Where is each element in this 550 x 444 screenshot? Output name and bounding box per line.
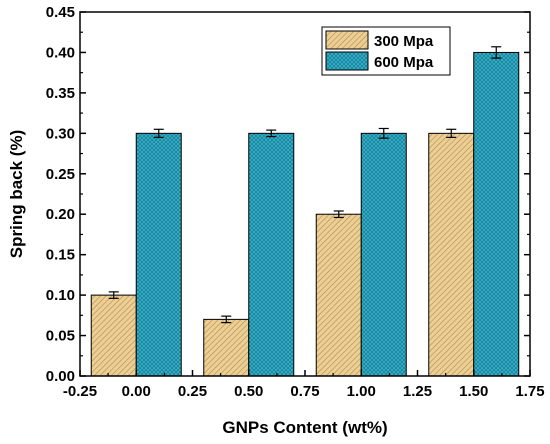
error-bar-600-mpa-0	[153, 128, 164, 138]
y-tick-label: 0.05	[46, 328, 75, 345]
error-bar-300-mpa-2	[333, 210, 344, 219]
error-bar-600-mpa-1	[266, 129, 277, 138]
x-tick-label: 0.00	[122, 383, 151, 400]
error-bar-300-mpa-3	[446, 128, 457, 138]
bars-layer	[90, 51, 520, 377]
legend: 300 Mpa 600 Mpa	[321, 26, 451, 76]
x-tick-label: 1.25	[403, 383, 432, 400]
y-tick-label: 0.00	[46, 368, 75, 385]
x-tick-label: 1.50	[459, 383, 488, 400]
error-bar-600-mpa-3	[491, 46, 502, 59]
x-tick-label: 1.00	[347, 383, 376, 400]
x-tick-label: 0.25	[178, 383, 207, 400]
error-bar-300-mpa-1	[221, 315, 232, 324]
x-axis-title: GNPs Content (wt%)	[222, 418, 387, 437]
bar-300-mpa-2	[315, 213, 362, 377]
y-tick-label: 0.30	[46, 125, 75, 142]
y-tick-label: 0.35	[46, 85, 75, 102]
legend-label-600-mpa: 600 Mpa	[374, 54, 434, 71]
y-axis: 0.00 0.05 0.10 0.15 0.20 0.25 0.30 0.35 0.40 0.45	[46, 4, 530, 385]
x-axis: -0.25 0.00 0.25 0.50 0.75 1.00 1.25 1.50 1.75	[63, 370, 545, 400]
bar-600-mpa-2	[360, 132, 407, 377]
y-tick-label: 0.10	[46, 287, 75, 304]
bar-300-mpa-3	[428, 132, 475, 377]
x-tick-label: 1.75	[515, 383, 544, 400]
y-axis-title: Spring back (%)	[7, 130, 26, 258]
legend-label-300-mpa: 300 Mpa	[374, 33, 434, 50]
error-bar-600-mpa-2	[378, 127, 389, 139]
error-bars-layer	[108, 46, 502, 324]
x-tick-label: -0.25	[63, 383, 97, 400]
bar-600-mpa-3	[473, 51, 520, 377]
bar-300-mpa-1	[203, 318, 250, 377]
y-tick-label: 0.15	[46, 247, 75, 264]
bar-300-mpa-0	[90, 294, 137, 377]
x-tick-label: 0.75	[290, 383, 319, 400]
y-tick-label: 0.25	[46, 166, 75, 183]
bar-600-mpa-0	[135, 132, 182, 377]
y-tick-label: 0.45	[46, 4, 75, 21]
legend-swatch-300-mpa	[325, 30, 369, 50]
legend-swatch-600-mpa	[325, 51, 369, 71]
y-tick-label: 0.20	[46, 206, 75, 223]
y-tick-label: 0.40	[46, 44, 75, 61]
error-bar-300-mpa-0	[108, 291, 119, 299]
x-tick-label: 0.50	[234, 383, 263, 400]
bar-600-mpa-1	[248, 132, 295, 377]
